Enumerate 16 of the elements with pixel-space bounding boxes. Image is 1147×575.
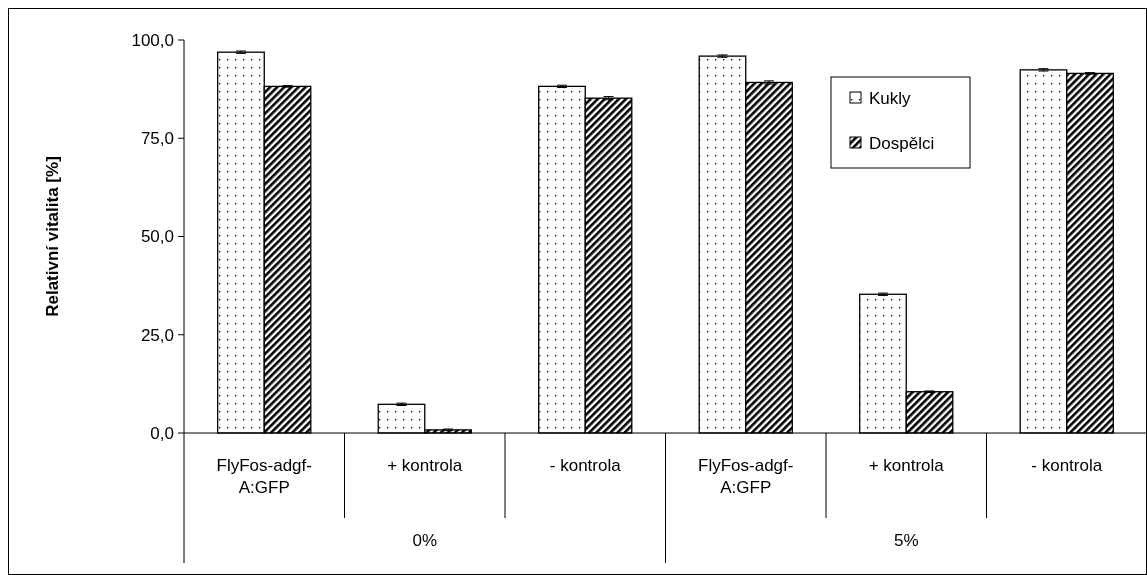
- y-tick-label: 75,0: [140, 129, 174, 149]
- legend-label: Dospělci: [869, 133, 935, 153]
- x-tick-label: FlyFos-adgf-A:GFP: [698, 456, 794, 497]
- x-tick-label: FlyFos-adgf-A:GFP: [216, 456, 312, 497]
- y-tick-label: 100,0: [131, 30, 174, 50]
- x-tick-label: + kontrola: [868, 456, 945, 475]
- legend-label: Kukly: [869, 88, 912, 108]
- y-tick-label: 50,0: [140, 227, 174, 247]
- x-tick-label: - kontrola: [1031, 456, 1103, 475]
- y-axis-title: Relativní vitalita [%]: [43, 156, 62, 317]
- y-tick-label: 25,0: [140, 325, 174, 345]
- y-tick-label: 0,0: [150, 423, 174, 443]
- x-tick-label: - kontrola: [549, 456, 622, 475]
- text: 0%: [412, 531, 438, 550]
- text: 5%: [893, 531, 919, 550]
- x-tick-label: + kontrola: [387, 456, 463, 475]
